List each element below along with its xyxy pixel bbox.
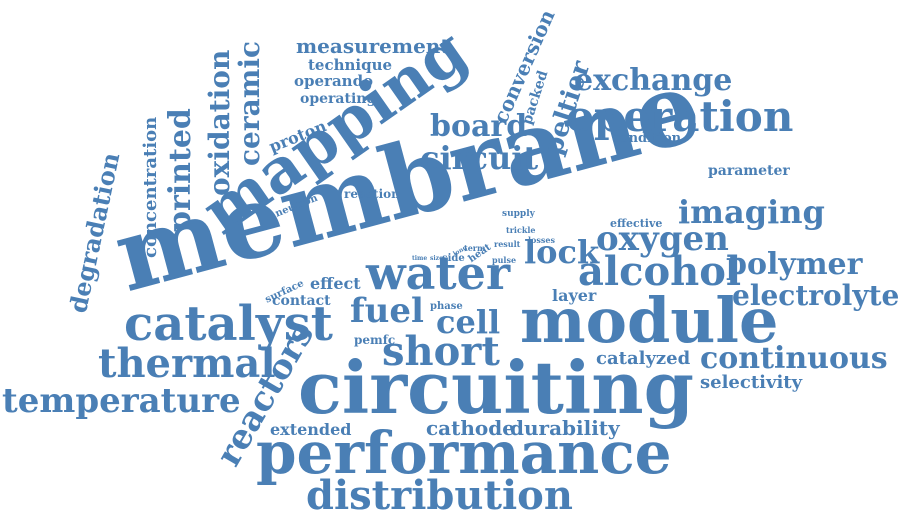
- word-temperature: temperature: [2, 381, 241, 421]
- word-performance: performance: [256, 419, 672, 487]
- word-supply: supply: [502, 209, 535, 219]
- word-fuel: fuel: [350, 291, 424, 331]
- word-concentration: concentration: [140, 116, 161, 258]
- word-layer: layer: [552, 286, 597, 305]
- word-module: module: [520, 284, 779, 357]
- word-effect: effect: [310, 274, 361, 293]
- word-trickle: trickle: [506, 225, 536, 235]
- word-losses: losses: [528, 235, 555, 245]
- word-distribution: distribution: [306, 472, 573, 519]
- word-lock: lock: [524, 233, 600, 271]
- word-durability: durability: [510, 416, 620, 440]
- word-selectivity: selectivity: [700, 372, 803, 393]
- word-printed: printed: [163, 108, 198, 232]
- word-term: term: [464, 243, 486, 253]
- word-measurement: measurement: [296, 34, 450, 58]
- word-result: result: [494, 239, 521, 249]
- word-size: size: [430, 255, 443, 262]
- word-ceramic: ceramic: [233, 40, 266, 166]
- word-continuous: continuous: [700, 341, 888, 376]
- word-operation: operation: [566, 92, 794, 141]
- word-time: time: [412, 255, 428, 262]
- word-pemfc: pemfc: [354, 333, 396, 347]
- word-oxygen: oxygen: [596, 219, 729, 259]
- word-parameter: parameter: [708, 163, 790, 179]
- word-short: short: [382, 328, 500, 375]
- word-operando: operando: [294, 72, 374, 90]
- word-pulse: pulse: [492, 255, 517, 265]
- word-alcohol: alcohol: [578, 248, 742, 295]
- word-circuiting: circuiting: [298, 345, 694, 430]
- word-reaction: reaction: [344, 187, 400, 201]
- word-catalyst: catalyst: [124, 296, 333, 352]
- word-circuit: circuit: [420, 139, 539, 177]
- word-effective: effective: [610, 217, 663, 230]
- word-condition: condition: [612, 131, 682, 146]
- word-exchange: exchange: [574, 63, 733, 98]
- word-imaging: imaging: [678, 193, 825, 231]
- word-water: water: [366, 246, 511, 300]
- word-operating: operating: [300, 91, 377, 107]
- word-contact: contact: [272, 293, 331, 309]
- word-thermal: thermal: [98, 340, 276, 387]
- word-catalyzed: catalyzed: [596, 348, 691, 369]
- word-cell: cell: [436, 303, 501, 341]
- word-polymer: polymer: [726, 247, 863, 282]
- word-electrolyte: electrolyte: [732, 279, 900, 312]
- word-oxidation: oxidation: [203, 49, 236, 196]
- word-side: side: [442, 253, 465, 264]
- word-cathode: cathode: [426, 416, 515, 440]
- word-board: board: [430, 109, 528, 144]
- word-extended: extended: [270, 420, 352, 439]
- word-phase: phase: [430, 301, 463, 312]
- word-technique: technique: [308, 56, 393, 74]
